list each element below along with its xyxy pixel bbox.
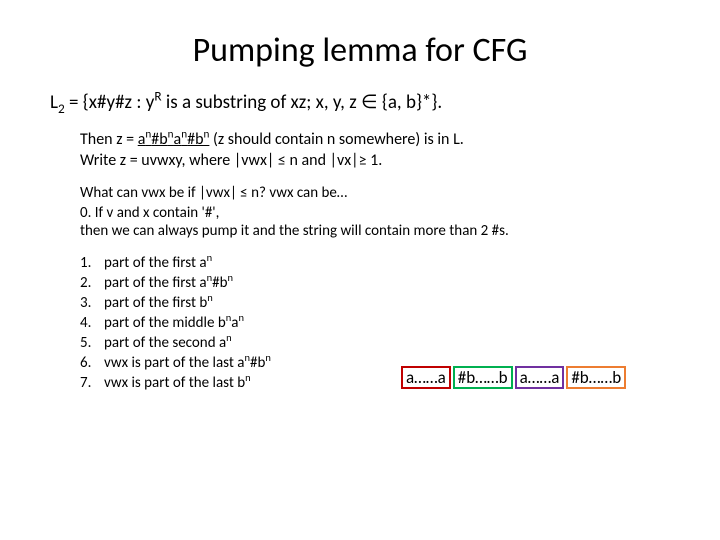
question-line: What can vwx be if |vwx| ≤ n? vwx can be… bbox=[80, 184, 670, 202]
list-item: 1.part of the first an bbox=[80, 254, 670, 272]
list-text: part of the second an bbox=[104, 334, 232, 352]
text: 0. If v and x contain '#', bbox=[80, 204, 219, 222]
text: #b bbox=[187, 130, 203, 149]
text: (z should contain n somewhere) is in L. bbox=[209, 130, 463, 149]
slide-title: Pumping lemma for CFG bbox=[50, 30, 670, 71]
text: L bbox=[50, 91, 58, 114]
text: then we can always pump it and the strin… bbox=[80, 222, 509, 240]
box-2: #b……b bbox=[453, 366, 513, 389]
text: #b bbox=[151, 130, 167, 149]
subscript: 2 bbox=[58, 100, 65, 117]
slide-content: Pumping lemma for CFG L2 = {x#y#z : yR i… bbox=[0, 0, 720, 414]
list-text: part of the middle bnan bbox=[104, 314, 244, 332]
box-1: a……a bbox=[401, 366, 451, 389]
list-number: 4. bbox=[80, 314, 104, 332]
list-number: 5. bbox=[80, 334, 104, 352]
colored-boxes-row: a……a #b……b a……a #b……b bbox=[400, 366, 627, 389]
list-number: 1. bbox=[80, 254, 104, 272]
case-zero: 0. If v and x contain '#', then we can a… bbox=[80, 204, 670, 240]
box-4: #b……b bbox=[566, 366, 626, 389]
list-item: 3.part of the first bn bbox=[80, 294, 670, 312]
list-item: 2.part of the first an#bn bbox=[80, 274, 670, 292]
list-text: part of the first an#bn bbox=[104, 274, 233, 292]
list-number: 7. bbox=[80, 374, 104, 392]
definition-line: L2 = {x#y#z : yR is a substring of xz; x… bbox=[50, 91, 670, 114]
text: Then z = bbox=[80, 130, 138, 149]
list-text: vwx is part of the last an#bn bbox=[104, 354, 271, 372]
underline-text: an#bnan#bn bbox=[138, 130, 210, 149]
list-item: 5.part of the second an bbox=[80, 334, 670, 352]
list-number: 6. bbox=[80, 354, 104, 372]
write-line: Write z = uvwxy, where |vwx| ≤ n and |vx… bbox=[80, 151, 670, 170]
list-number: 2. bbox=[80, 274, 104, 292]
list-text: part of the first an bbox=[104, 254, 212, 272]
list-number: 3. bbox=[80, 294, 104, 312]
superscript: R bbox=[154, 88, 161, 105]
text: is a substring of xz; x, y, z ∈ {a, b}*}… bbox=[162, 91, 443, 114]
then-line: Then z = an#bnan#bn (z should contain n … bbox=[80, 130, 670, 149]
text: = {x#y#z : y bbox=[65, 91, 155, 114]
list-item: 4.part of the middle bnan bbox=[80, 314, 670, 332]
list-text: vwx is part of the last bn bbox=[104, 374, 251, 392]
box-3: a……a bbox=[515, 366, 565, 389]
list-text: part of the first bn bbox=[104, 294, 213, 312]
